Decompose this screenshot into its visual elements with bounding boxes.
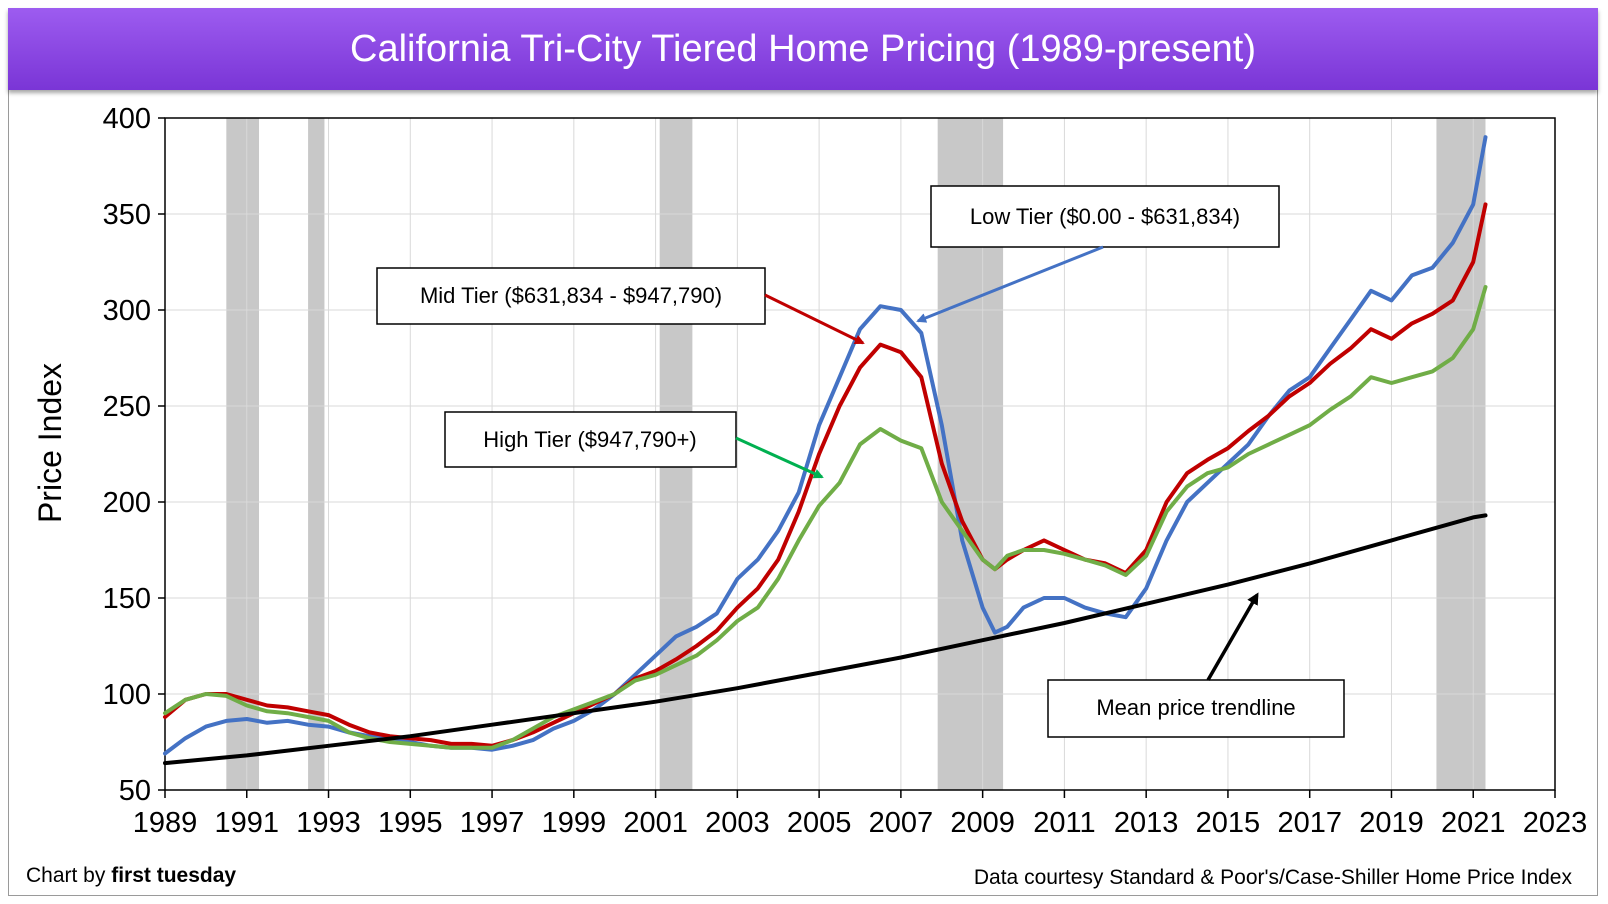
annotation-trendline: Mean price trendline	[1047, 592, 1345, 738]
x-tick-label-2011: 2011	[1033, 807, 1095, 839]
x-tick-label-2005: 2005	[787, 807, 852, 839]
x-tick-label-2001: 2001	[623, 807, 688, 839]
plot-border	[158, 117, 1556, 798]
x-tick-label-1999: 1999	[542, 807, 607, 839]
x-tick-labels: 1989 1991 1993 1995 1997 1999 2001 2003 2005 2007…	[133, 807, 1588, 839]
annotation-high-tier-arrow	[735, 436, 824, 479]
chart-title: California Tri-City Tiered Home Pricing …	[8, 8, 1598, 90]
y-tick-label-400: 400	[103, 103, 151, 135]
y-tick-label-250: 250	[103, 391, 151, 423]
x-tick-label-2017: 2017	[1277, 807, 1342, 839]
annotation-mid-tier: Mid Tier ($631,834 - $947,790)	[376, 267, 865, 345]
recession-band-4	[1436, 118, 1486, 790]
annotation-low-tier-arrow	[916, 245, 1104, 323]
annotation-trendline-text: Mean price trendline	[1096, 695, 1295, 720]
x-tick-label-1997: 1997	[460, 807, 525, 839]
annotation-high-tier: High Tier ($947,790+)	[444, 411, 824, 479]
credit-name: first tuesday	[111, 864, 237, 887]
series-line-low-tier	[163, 135, 1488, 756]
x-tick-label-1995: 1995	[378, 807, 443, 839]
plot-area	[164, 117, 1556, 791]
y-tick-labels: 50 100 150 200 250 300 350 400	[103, 103, 151, 807]
x-tick-label-2015: 2015	[1196, 807, 1261, 839]
annotation-low-tier: Low Tier ($0.00 - $631,834)	[916, 185, 1280, 323]
chart-frame	[8, 8, 1598, 896]
x-tick-label-2019: 2019	[1359, 807, 1424, 839]
y-tick-label-100: 100	[103, 679, 151, 711]
grid-lines	[164, 117, 1556, 791]
series-lines	[163, 135, 1488, 766]
x-tick-label-1989: 1989	[133, 807, 198, 839]
x-tick-label-2021: 2021	[1441, 807, 1506, 839]
x-tick-label-1993: 1993	[296, 807, 361, 839]
x-tick-label-2003: 2003	[705, 807, 770, 839]
x-tick-label-2007: 2007	[869, 807, 934, 839]
y-tick-label-200: 200	[103, 487, 151, 519]
recession-band-1	[308, 118, 325, 790]
chart-credit: Chart by first tuesday	[26, 864, 236, 888]
series-line-high-tier	[163, 285, 1488, 750]
annotation-mid-tier-text: Mid Tier ($631,834 - $947,790)	[420, 283, 722, 308]
x-tick-label-2023: 2023	[1523, 807, 1588, 839]
y-tick-label-300: 300	[103, 295, 151, 327]
annotation-mid-tier-arrow	[764, 293, 865, 345]
recession-band-0	[226, 118, 260, 790]
series-line-mid-tier	[163, 202, 1488, 748]
x-tick-label-1991: 1991	[215, 807, 280, 839]
x-tick-label-2009: 2009	[950, 807, 1015, 839]
y-tick-label-350: 350	[103, 199, 151, 231]
x-tick-label-2013: 2013	[1114, 807, 1179, 839]
annotation-high-tier-text: High Tier ($947,790+)	[483, 427, 696, 452]
credit-prefix: Chart by	[26, 864, 112, 887]
annotation-low-tier-text: Low Tier ($0.00 - $631,834)	[970, 204, 1240, 229]
series-line-trendline	[163, 513, 1488, 766]
y-axis-label: Price Index	[32, 363, 68, 523]
data-source: Data courtesy Standard & Poor's/Case-Shi…	[973, 866, 1572, 889]
y-tick-label-150: 150	[103, 583, 151, 615]
annotation-trendline-arrow	[1206, 592, 1259, 681]
y-tick-label-50: 50	[119, 775, 151, 807]
